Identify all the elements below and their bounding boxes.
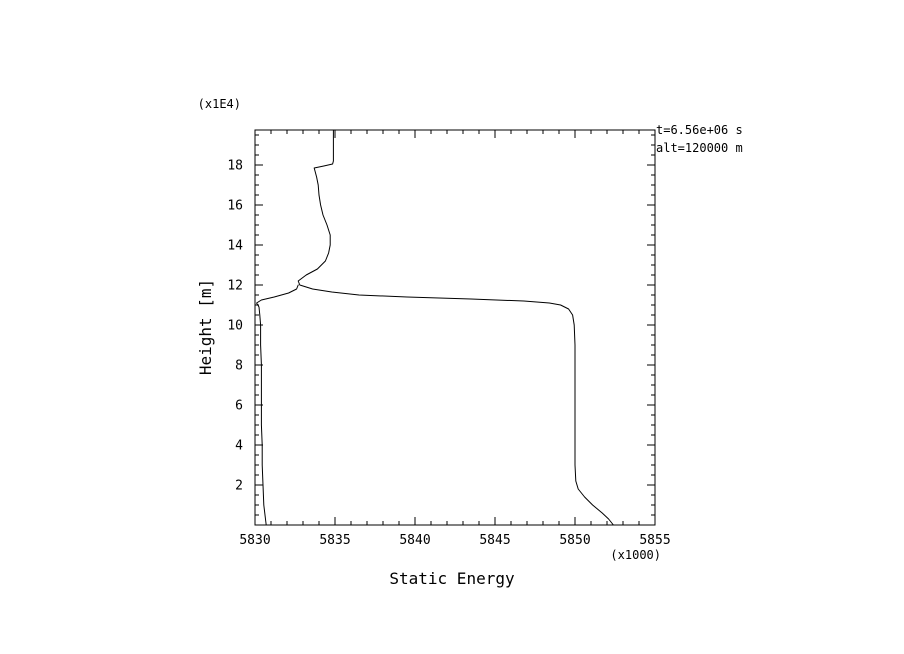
x-axis-unit-label: (x1000) [610,548,661,562]
plot-frame [254,129,656,526]
y-tick-label: 6 [235,399,243,414]
x-tick-label: 5840 [399,533,430,548]
series-path-static-energy-profile [297,129,614,526]
annotation-altitude: alt=120000 m [656,141,743,155]
x-tick-label: 5835 [319,533,350,548]
series-path-near-surface-branch [256,284,299,526]
y-tick-label: 18 [227,159,243,174]
y-tick-label: 14 [227,239,243,254]
tick-labels: 5830 5835 5840 5845 5850 5855 2 4 6 8 10 12 14 16 18 [227,159,670,549]
y-tick-label: 16 [227,199,243,214]
y-axis-title: Height [m] [196,279,215,375]
x-tick-label: 5845 [479,533,510,548]
y-axis-unit-label: (x1E4) [198,97,241,111]
y-tick-label: 12 [227,279,243,294]
data-series [256,129,614,526]
y-tick-label: 2 [235,479,243,494]
y-tick-label: 10 [227,319,243,334]
y-tick-label: 8 [235,359,243,374]
annotation-time: t=6.56e+06 s [656,123,743,137]
x-axis-title: Static Energy [389,569,515,588]
y-tick-label: 4 [235,439,243,454]
axis-ticks [254,130,656,525]
x-tick-label: 5850 [559,533,590,548]
x-tick-label: 5830 [239,533,270,548]
x-tick-label: 5855 [639,533,670,548]
